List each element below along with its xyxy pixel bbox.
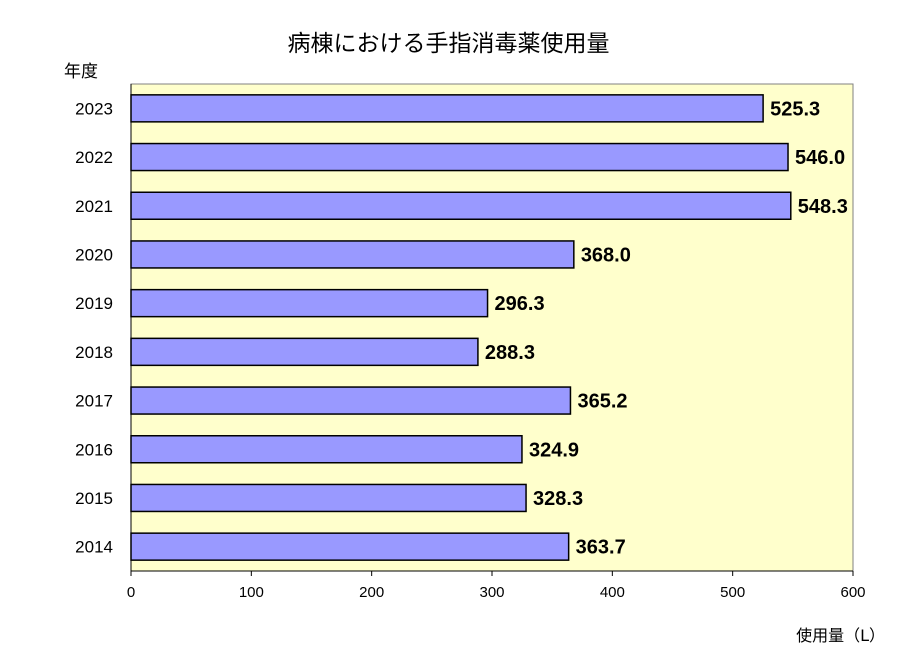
y-tick-label: 2021 [75,197,113,216]
data-label: 525.3 [770,98,820,120]
y-tick-label: 2015 [75,489,113,508]
data-label: 296.3 [495,293,545,315]
y-axis-label: 年度 [64,62,98,82]
x-tick-label: 200 [359,584,384,601]
bar [130,142,789,172]
data-label: 548.3 [798,196,848,218]
x-tick-label: 500 [720,584,745,601]
y-tick-label: 2018 [75,343,113,362]
data-label: 368.0 [581,244,631,266]
x-axis-label: 使用量（L） [796,626,885,645]
bar [130,532,570,561]
data-label: 324.9 [529,439,579,461]
y-tick-label: 2020 [75,245,113,264]
x-tick-label: 400 [600,584,625,601]
data-label: 288.3 [485,342,535,364]
y-tick-label: 2019 [75,294,113,313]
y-tick-label: 2014 [75,538,113,557]
bar [130,288,489,318]
bar [130,337,479,367]
y-tick-label: 2016 [75,440,113,459]
y-tick-label: 2017 [75,392,113,411]
data-label: 546.0 [795,147,845,169]
bar [130,386,572,415]
data-label: 363.7 [576,537,626,559]
data-label: 365.2 [577,391,627,413]
data-label: 328.3 [533,488,583,510]
bar [130,483,527,513]
bar [130,435,523,464]
x-tick-label: 600 [840,584,865,601]
x-tick-label: 300 [479,584,504,601]
bar [130,191,792,220]
bar [130,240,575,269]
x-tick-label: 100 [239,584,264,601]
chart-title: 病棟における手指消毒薬使用量 [287,31,610,57]
x-tick-label: 0 [127,584,135,601]
bar [130,94,764,123]
y-tick-label: 2023 [75,99,113,118]
y-tick-label: 2022 [75,148,113,167]
